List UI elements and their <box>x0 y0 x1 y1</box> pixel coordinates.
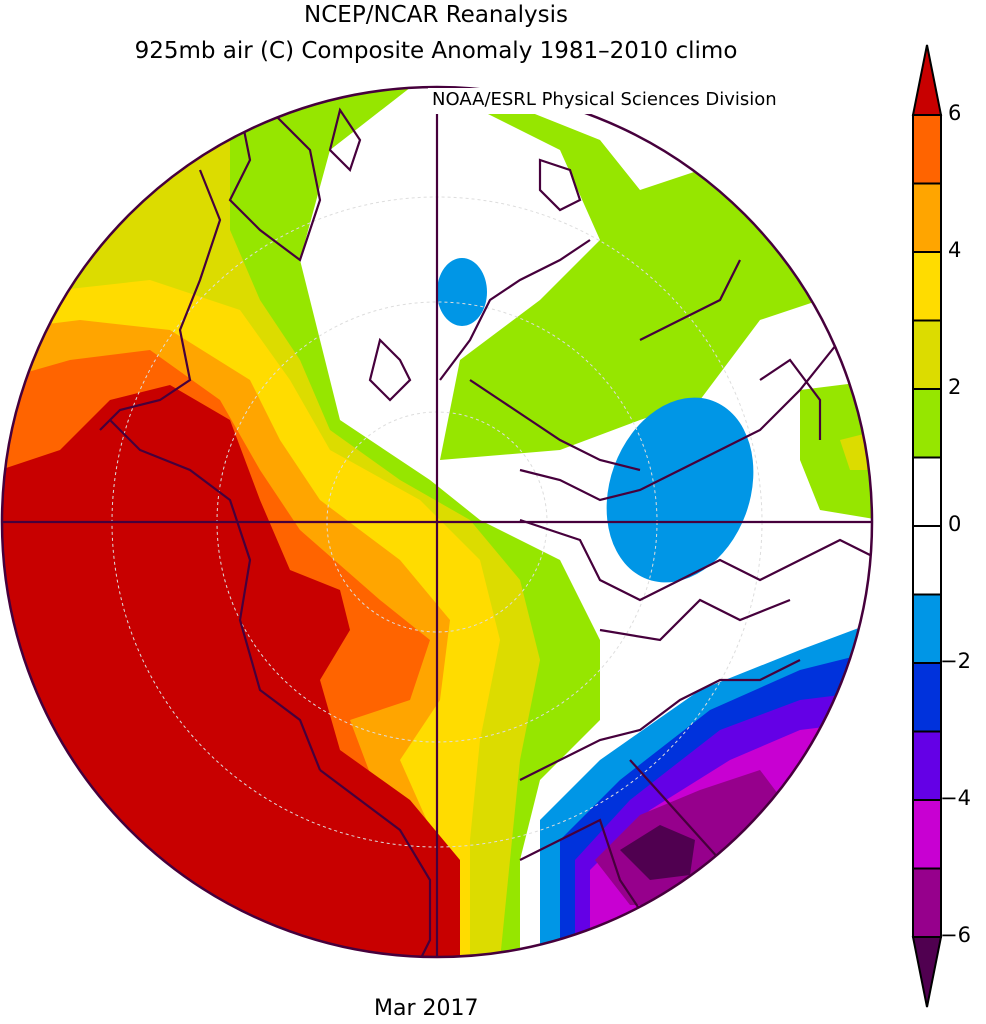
meridian-lines <box>2 87 872 957</box>
colorbar-swatch <box>912 525 942 596</box>
colorbar-swatch <box>912 182 942 253</box>
colorbar <box>911 44 943 1008</box>
colorbar-swatch <box>912 867 942 938</box>
colorbar-tick-label: 6 <box>948 101 962 125</box>
colorbar-swatch <box>912 593 942 664</box>
anomaly-region-minus6 <box>620 825 695 880</box>
anomaly-region-minus1-archipelago <box>606 397 754 583</box>
colorbar-tick-label: 2 <box>948 375 962 399</box>
anomaly-region-plus2-greenland <box>420 87 820 460</box>
colorbar-tick-label: −6 <box>940 923 971 947</box>
colorbar-swatch <box>912 388 942 459</box>
colorbar-tick-label: −4 <box>940 786 971 810</box>
credit-label: NOAA/ESRL Physical Sciences Division <box>432 89 777 110</box>
date-label: Mar 2017 <box>374 996 479 1021</box>
colorbar-tick-label: 4 <box>948 238 962 262</box>
colorbar-swatch <box>912 251 942 322</box>
colorbar-swatch <box>912 456 942 527</box>
map-subtitle: 925mb air (C) Composite Anomaly 1981–201… <box>134 38 738 64</box>
colorbar-arrow-bottom <box>911 936 943 1008</box>
map-boundary <box>0 85 874 959</box>
colorbar-arrow-top <box>911 44 943 116</box>
anomaly-region-minus1-small <box>437 258 487 326</box>
colorbar-swatch <box>912 730 942 801</box>
colorbar-swatch <box>912 799 942 870</box>
colorbar-swatch <box>912 662 942 733</box>
map-title: NCEP/NCAR Reanalysis <box>304 2 568 28</box>
credit-background <box>428 88 870 114</box>
colorbar-swatch <box>912 114 942 185</box>
colorbar-tick-label: 0 <box>948 512 962 536</box>
colorbar-tick-label: −2 <box>940 649 971 673</box>
colorbar-swatch <box>912 319 942 390</box>
